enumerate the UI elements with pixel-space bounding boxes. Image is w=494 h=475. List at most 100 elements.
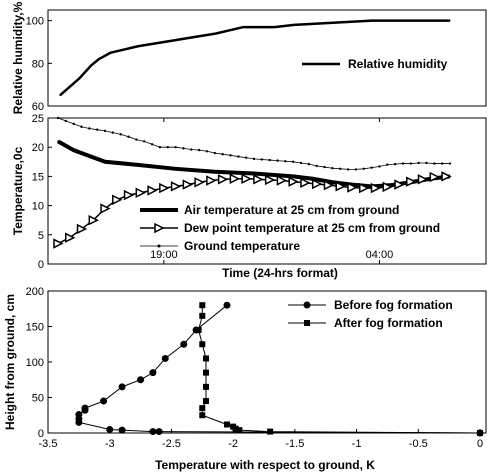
y-ticks-profile: 0 50 100 150 200	[26, 286, 52, 440]
plot-frame-profile	[47, 290, 487, 434]
data-point-temperature-1-33	[441, 171, 452, 182]
y-tick-label-humidity-2: 100	[26, 16, 44, 28]
data-point-temperature-1-1	[65, 232, 76, 243]
legend-marker-temperature-1	[154, 222, 165, 234]
data-point-profile-1-6	[202, 383, 209, 390]
data-point-temperature-1-19	[276, 175, 288, 186]
data-point-profile-1-4	[202, 355, 209, 362]
data-point-temperature-1-26	[359, 182, 370, 194]
data-point-temperature-2-36	[339, 167, 342, 171]
data-point-temperature-1-24	[335, 181, 346, 192]
data-point-temperature-2-48	[433, 162, 436, 165]
data-point-humidity-0-9	[254, 26, 256, 28]
legend-humidity: Relative humidity	[302, 57, 448, 71]
data-point-temperature-1-17	[253, 174, 264, 185]
data-point-temperature-0-10	[331, 181, 334, 184]
data-point-humidity-0-14	[410, 20, 412, 22]
legend-marker-temperature-2	[157, 244, 161, 248]
data-point-profile-1-15	[477, 430, 483, 436]
y-tick-label-profile-4: 200	[26, 286, 44, 298]
y-ticks-temperature: 0 5 10 15 20 25	[32, 113, 52, 271]
data-point-profile-0-5	[137, 376, 145, 384]
data-point-temperature-1-9	[159, 182, 170, 194]
data-point-temperature-2-45	[409, 162, 412, 165]
data-point-temperature-2-50	[448, 162, 452, 165]
data-point-temperature-2-22	[229, 154, 232, 157]
data-point-humidity-0-10	[273, 26, 276, 28]
data-point-temperature-1-0	[53, 238, 64, 249]
data-point-temperature-2-35	[331, 167, 334, 170]
data-point-temperature-2-23	[237, 155, 240, 158]
y-axis-label-profile: Height from ground, cm	[3, 294, 17, 430]
series-line-humidity-0	[59, 19, 450, 97]
data-point-temperature-1-29	[394, 179, 405, 190]
data-point-profile-1-3	[199, 341, 206, 348]
data-point-profile-1-9	[199, 412, 206, 419]
y-ticks-humidity: 60 80 100	[26, 16, 52, 113]
legend-profile: Before fog formation After fog formation	[288, 298, 453, 330]
data-point-temperature-2-14	[166, 146, 169, 149]
data-point-profile-1-14	[267, 428, 274, 435]
data-point-temperature-2-26	[260, 158, 264, 161]
data-point-profile-0-9	[81, 406, 89, 414]
data-point-profile-1-7	[202, 398, 209, 405]
plot-frame-temperature	[47, 117, 487, 265]
panel-humidity: 60 80 100 Relative humidity Relative humid…	[11, 1, 487, 114]
data-point-temperature-2-9	[127, 135, 130, 138]
x-tick-label-profile-1: -3	[105, 438, 115, 450]
data-point-temperature-1-20	[288, 176, 299, 187]
data-point-temperature-1-7	[135, 187, 146, 198]
data-point-temperature-2-37	[346, 168, 350, 171]
panel-profile: 0 50 100 150 200 -3.5 -3 -2.5 -2 -1.5 -1 -0.5 0 Bef…	[3, 286, 487, 472]
plot-frame-humidity	[47, 9, 487, 107]
data-point-humidity-0-11	[293, 24, 295, 26]
y-axis-label-humidity: Relative humidity,%	[11, 1, 25, 114]
series-profile	[75, 301, 484, 437]
data-point-temperature-2-27	[268, 158, 271, 162]
data-point-profile-1-10	[223, 421, 230, 428]
data-point-temperature-2-31	[299, 161, 303, 165]
data-point-temperature-2-33	[315, 164, 318, 168]
data-point-humidity-0-15	[449, 20, 451, 22]
data-point-temperature-2-10	[135, 138, 138, 141]
data-point-temperature-0-4	[135, 163, 138, 166]
data-point-temperature-2-16	[182, 147, 185, 150]
data-point-temperature-2-44	[401, 162, 405, 165]
data-point-temperature-2-42	[386, 163, 389, 166]
data-point-temperature-2-17	[190, 148, 193, 151]
data-point-temperature-2-25	[252, 157, 256, 161]
x-tick-label-profile-0: -3.5	[39, 438, 58, 450]
y-tick-label-temperature-5: 25	[32, 113, 44, 125]
data-point-temperature-1-3	[88, 214, 99, 226]
y-tick-label-profile-2: 100	[26, 357, 44, 369]
y-tick-label-humidity-0: 60	[32, 101, 44, 113]
data-point-temperature-2-43	[393, 162, 397, 166]
data-point-humidity-0-4	[110, 52, 112, 54]
data-point-temperature-1-32	[429, 171, 440, 183]
y-axis-label-temperature: Temperature,0c	[11, 146, 25, 235]
y-tick-label-temperature-0: 0	[38, 259, 44, 271]
legend-marker-profile-0	[303, 301, 311, 309]
data-point-temperature-2-38	[354, 168, 358, 171]
data-point-humidity-0-13	[371, 20, 373, 22]
data-point-profile-1-5	[202, 369, 209, 376]
data-point-temperature-0-7	[253, 172, 255, 175]
legend-label-temperature-1: Dew point temperature at 25 cm from grou…	[184, 221, 440, 235]
data-point-temperature-2-46	[417, 161, 420, 165]
data-point-temperature-1-8	[147, 185, 158, 196]
data-point-profile-1-2	[195, 327, 202, 334]
data-point-profile-1-13	[236, 427, 243, 434]
series-line-temperature-1	[57, 175, 447, 245]
data-point-temperature-2-3	[80, 125, 83, 128]
data-point-profile-0-15	[149, 428, 157, 436]
data-point-temperature-2-30	[292, 160, 295, 163]
y-tick-label-temperature-2: 10	[32, 201, 44, 213]
data-point-temperature-2-29	[284, 160, 287, 163]
data-point-temperature-1-5	[112, 194, 123, 205]
y-tick-label-profile-3: 150	[26, 322, 44, 334]
data-point-profile-0-2	[180, 340, 188, 348]
data-point-temperature-0-5	[174, 168, 177, 170]
data-point-temperature-0-8	[292, 175, 295, 178]
data-point-temperature-1-30	[406, 176, 417, 187]
y-tick-label-temperature-3: 15	[32, 171, 44, 183]
